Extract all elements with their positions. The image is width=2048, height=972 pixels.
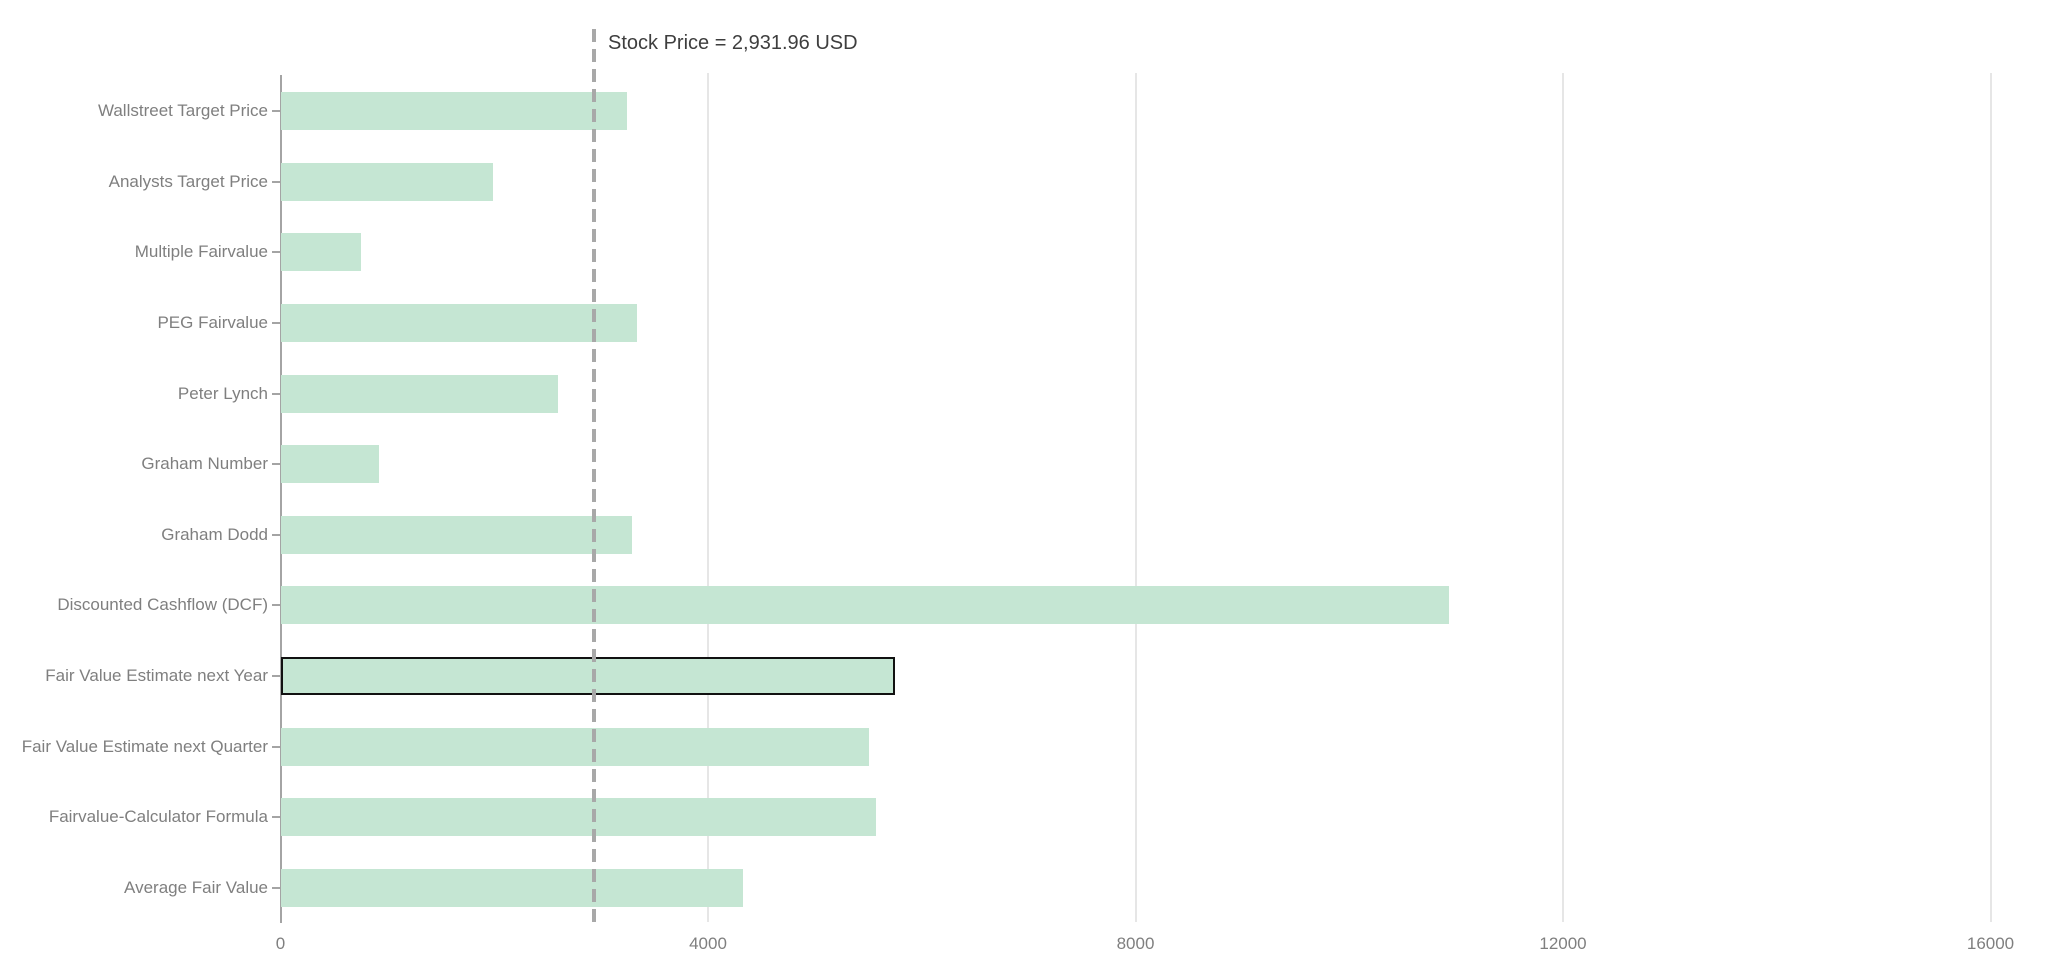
y-label-fair-value-estimate-next-quarter: Fair Value Estimate next Quarter bbox=[21, 736, 268, 756]
y-tick-fair-value-estimate-next-year bbox=[271, 674, 281, 677]
y-tick-average-fair-value bbox=[271, 886, 281, 889]
y-tick-multiple-fairvalue bbox=[271, 251, 281, 254]
y-tick-analysts-target-price bbox=[271, 180, 281, 183]
y-label-wallstreet-target-price: Wallstreet Target Price bbox=[97, 101, 268, 121]
y-label-average-fair-value: Average Fair Value bbox=[124, 877, 268, 897]
gridline-12000 bbox=[1562, 73, 1564, 922]
x-tick-label-16000: 16000 bbox=[1966, 934, 2015, 953]
y-label-multiple-fairvalue: Multiple Fairvalue bbox=[134, 242, 268, 262]
bar-graham-number[interactable] bbox=[281, 445, 380, 484]
x-tick-label-12000: 12000 bbox=[1539, 934, 1587, 953]
y-label-peg-fairvalue: PEG Fairvalue bbox=[157, 313, 268, 333]
y-tick-wallstreet-target-price bbox=[271, 110, 281, 113]
bar-fairvalue-calculator-formula[interactable] bbox=[281, 798, 877, 837]
bar-wallstreet-target-price[interactable] bbox=[281, 92, 628, 131]
y-label-fairvalue-calculator-formula: Fairvalue-Calculator Formula bbox=[48, 807, 268, 827]
y-label-graham-number: Graham Number bbox=[141, 454, 268, 474]
y-label-fair-value-estimate-next-year: Fair Value Estimate next Year bbox=[45, 665, 268, 685]
x-tick-label-8000: 8000 bbox=[1116, 934, 1155, 953]
y-tick-peg-fairvalue bbox=[271, 322, 281, 325]
y-tick-graham-number bbox=[271, 463, 281, 466]
stock-price-reference-line bbox=[591, 29, 596, 922]
gridline-16000 bbox=[1989, 73, 1992, 922]
bar-fair-value-estimate-next-quarter[interactable] bbox=[281, 727, 869, 766]
bar-fair-value-estimate-next-year[interactable] bbox=[281, 656, 895, 695]
gridline-4000 bbox=[707, 73, 709, 922]
stock-price-annotation: Stock Price = 2,931.96 USD bbox=[608, 32, 858, 54]
bar-discounted-cashflow-dcf[interactable] bbox=[281, 586, 1450, 625]
y-tick-discounted-cashflow-dcf bbox=[271, 604, 281, 607]
bar-analysts-target-price[interactable] bbox=[281, 162, 493, 201]
x-tick-label-4000: 4000 bbox=[689, 934, 727, 953]
y-label-graham-dodd: Graham Dodd bbox=[161, 524, 268, 544]
y-axis-line bbox=[279, 75, 282, 923]
y-label-peter-lynch: Peter Lynch bbox=[177, 383, 268, 403]
y-tick-fairvalue-calculator-formula bbox=[271, 816, 281, 819]
bar-graham-dodd[interactable] bbox=[281, 515, 632, 554]
bar-multiple-fairvalue[interactable] bbox=[281, 233, 362, 272]
y-tick-fair-value-estimate-next-quarter bbox=[271, 745, 281, 748]
y-label-analysts-target-price: Analysts Target Price bbox=[108, 171, 268, 191]
y-label-discounted-cashflow-dcf: Discounted Cashflow (DCF) bbox=[57, 595, 268, 615]
bar-average-fair-value[interactable] bbox=[281, 868, 744, 907]
bar-peg-fairvalue[interactable] bbox=[281, 304, 637, 343]
y-tick-graham-dodd bbox=[271, 533, 281, 536]
bar-peter-lynch[interactable] bbox=[281, 374, 559, 413]
y-tick-peter-lynch bbox=[271, 392, 281, 395]
x-tick-label-0: 0 bbox=[275, 934, 286, 953]
gridline-8000 bbox=[1134, 73, 1137, 922]
